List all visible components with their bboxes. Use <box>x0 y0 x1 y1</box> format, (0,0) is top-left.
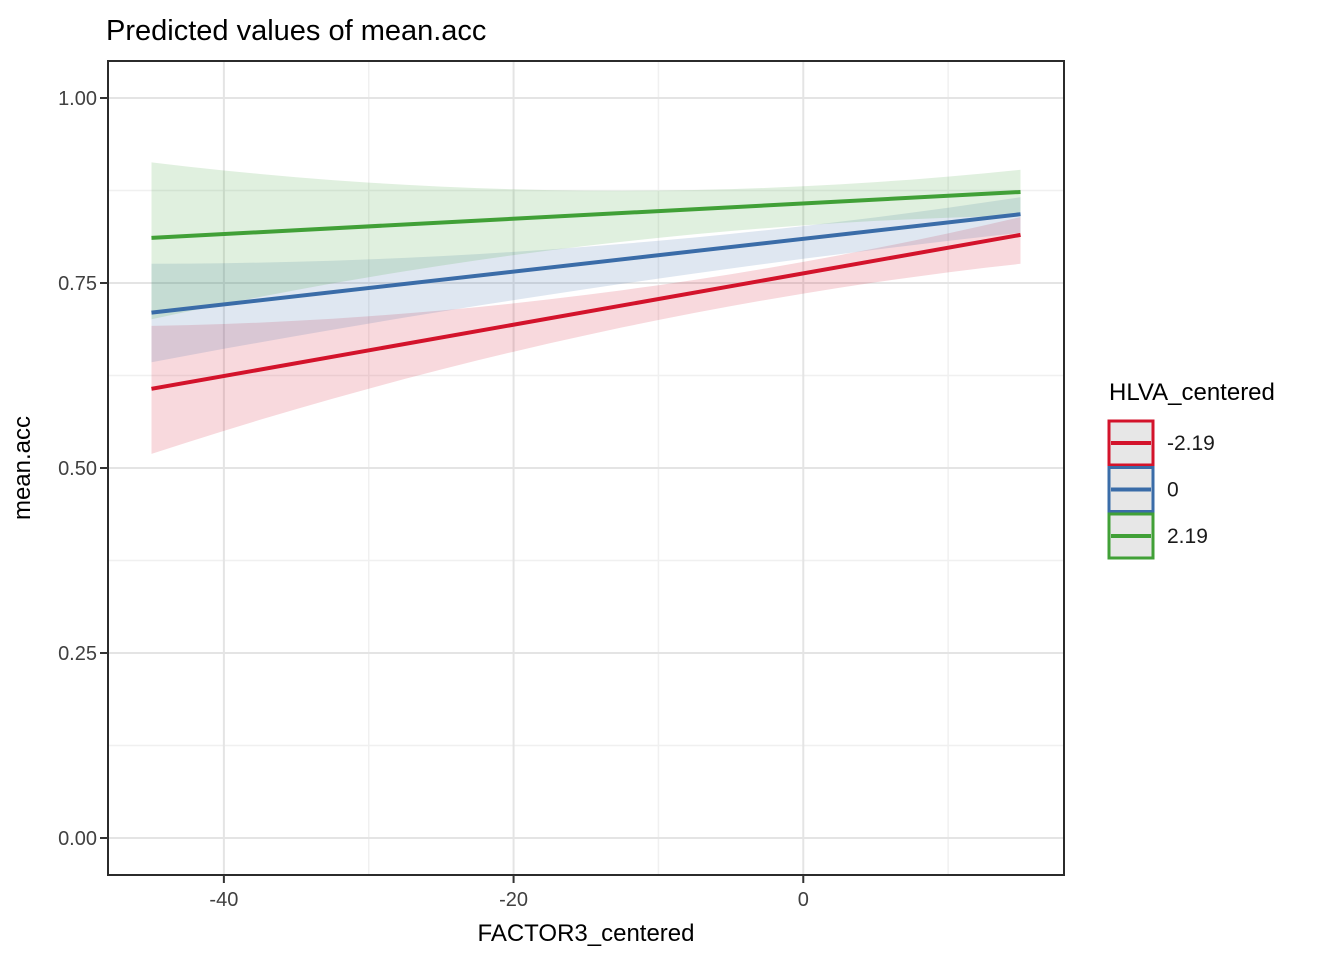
y-tick-label: 0.50 <box>58 458 97 480</box>
regression-line-series-0 <box>151 232 1021 391</box>
regression-line-series-2 <box>151 189 1021 240</box>
x-tick-label: -40 <box>209 889 238 911</box>
legend-label-series-1: 0 <box>1167 479 1179 502</box>
ci-ribbon-series-0 <box>151 217 1021 454</box>
y-tick-label: 1.00 <box>58 88 97 110</box>
y-tick-label: 0.25 <box>58 643 97 665</box>
y-tick-label: 0.00 <box>58 828 97 850</box>
x-tick-label: -20 <box>499 889 528 911</box>
y-axis-title: mean.acc <box>9 416 36 520</box>
legend-label-series-2: 2.19 <box>1167 525 1208 548</box>
chart-title: Predicted values of mean.acc <box>106 15 486 47</box>
y-tick-label: 0.75 <box>58 273 97 295</box>
legend-title: HLVA_centered <box>1109 379 1275 406</box>
x-tick-label: 0 <box>798 889 809 911</box>
legend-label-series-0: -2.19 <box>1167 432 1215 455</box>
x-axis-title: FACTOR3_centered <box>478 920 695 947</box>
regression-line-series-1 <box>151 212 1021 315</box>
